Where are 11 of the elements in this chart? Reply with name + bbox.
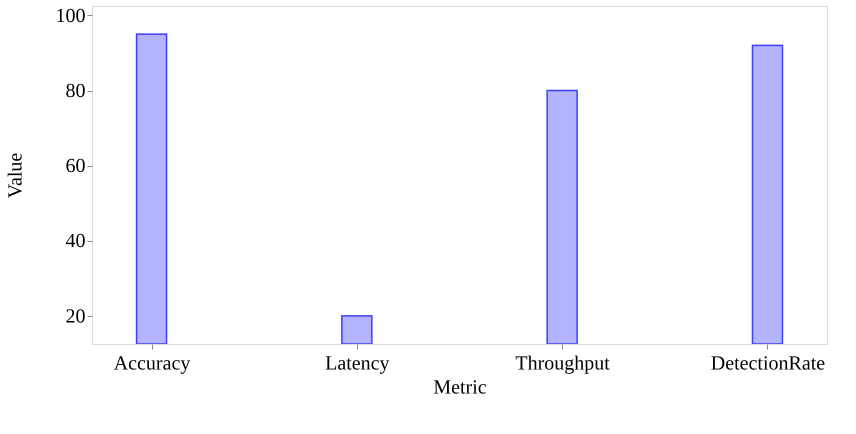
y-axis-title: Value xyxy=(4,152,26,198)
y-tick-label: 80 xyxy=(66,80,86,102)
y-tick-label: 20 xyxy=(66,305,86,328)
x-tick-label: DetectionRate xyxy=(710,352,826,374)
x-tick-label: Accuracy xyxy=(114,352,190,374)
x-tick-label: Latency xyxy=(325,352,390,374)
x-axis-title: Metric xyxy=(433,376,487,398)
y-tick-label: 40 xyxy=(66,230,86,252)
y-tick-label: 60 xyxy=(66,155,86,178)
y-tick-label: 100 xyxy=(56,4,86,27)
x-tick-label: Throughput xyxy=(515,352,610,374)
